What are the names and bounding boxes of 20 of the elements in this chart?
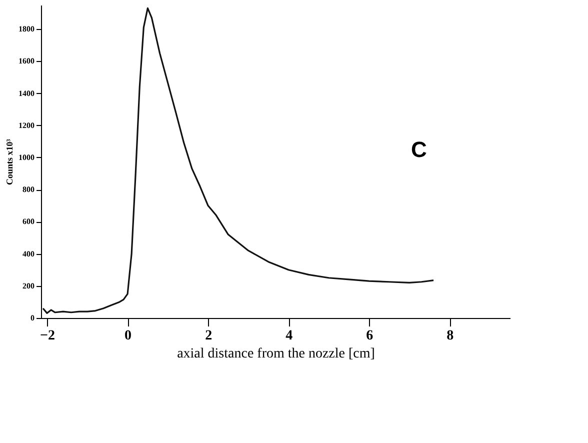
x-tick-label: −2: [40, 328, 56, 344]
annotation: C: [411, 137, 427, 162]
y-tick-label: 200: [22, 281, 34, 290]
y-tick-label: 1600: [18, 56, 34, 66]
x-tick-label: 6: [366, 328, 374, 344]
y-tick-label: 600: [22, 217, 34, 226]
x-tick-label: 0: [124, 328, 132, 344]
x-tick-label: 2: [205, 328, 212, 344]
x-tick-label: 4: [286, 328, 293, 344]
y-axis-title: Counts x10³: [4, 138, 14, 185]
y-tick-label: 1800: [18, 24, 34, 34]
x-axis-title: axial distance from the nozzle [cm]: [177, 346, 375, 362]
y-tick-label: 800: [22, 185, 34, 194]
y-tick-label: 400: [22, 249, 34, 258]
y-tick-label: 1200: [18, 120, 34, 130]
y-tick-label: 1400: [18, 88, 34, 98]
line-series: [42, 7, 434, 314]
y-tick-label: 0: [30, 314, 34, 322]
y-tick-label: 1000: [18, 152, 34, 162]
x-tick-label: 8: [446, 328, 454, 344]
